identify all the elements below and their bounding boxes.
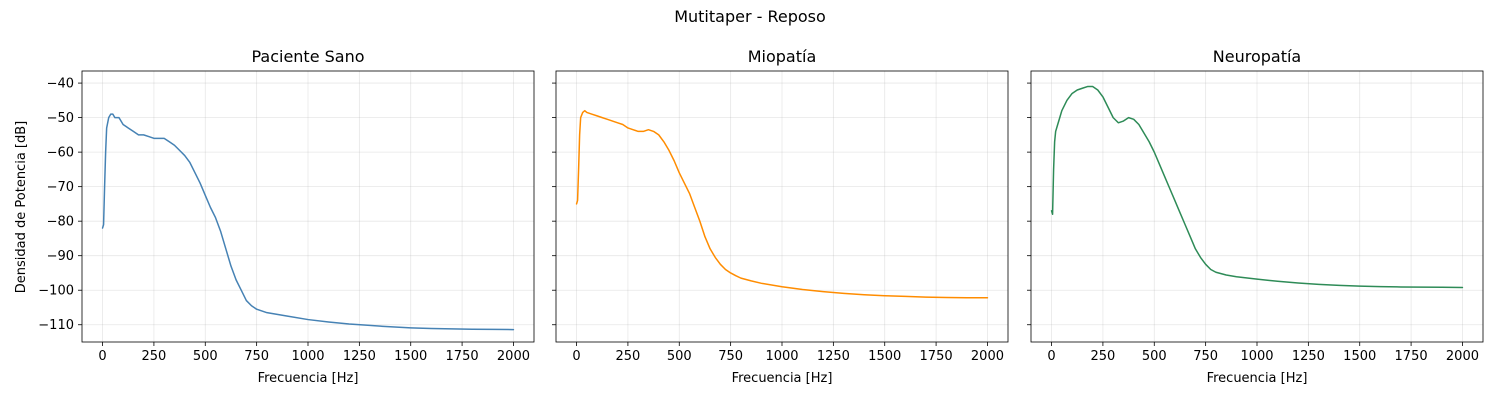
x-axis-label: Frecuencia [Hz] bbox=[258, 371, 359, 386]
x-tick-label: 2000 bbox=[971, 349, 1004, 364]
x-tick-label: 500 bbox=[193, 349, 218, 364]
y-tick-label: −40 bbox=[47, 77, 74, 92]
x-tick-label: 1500 bbox=[1343, 349, 1376, 364]
x-tick-label: 1250 bbox=[343, 349, 376, 364]
x-tick-label: 1500 bbox=[394, 349, 427, 364]
x-tick-label: 1750 bbox=[446, 349, 479, 364]
x-tick-label: 0 bbox=[1047, 349, 1055, 364]
y-tick-label: −70 bbox=[47, 180, 74, 195]
x-tick-label: 500 bbox=[1142, 349, 1167, 364]
series-line bbox=[575, 109, 989, 299]
panel-2: 0 250 500 750 1000 1250 1500 1750 2000 Miopatía Fr… bbox=[552, 47, 1009, 386]
x-tick-label: 750 bbox=[244, 349, 269, 364]
x-tick-label: 1500 bbox=[868, 349, 901, 364]
panel-title: Paciente Sano bbox=[251, 47, 364, 66]
x-tick-label: 0 bbox=[572, 349, 580, 364]
y-tick-label: −110 bbox=[38, 318, 74, 333]
y-axis-label: Densidad de Potencia [dB] bbox=[14, 121, 29, 293]
x-tick-label: 750 bbox=[1193, 349, 1218, 364]
y-tick-label: −60 bbox=[47, 146, 74, 161]
panel-title: Miopatía bbox=[748, 47, 817, 66]
x-tick-label: 250 bbox=[1090, 349, 1115, 364]
y-tick-label: −90 bbox=[47, 249, 74, 264]
x-tick-label: 1750 bbox=[1395, 349, 1428, 364]
panel-3: 0 250 500 750 1000 1250 1500 1750 2000 Neuropatía… bbox=[1027, 47, 1484, 386]
chart-panels: 0 250 500 750 1000 1250 1500 1750 2000 −110 −100 −9… bbox=[38, 47, 1484, 386]
x-tick-label: 2000 bbox=[497, 349, 530, 364]
x-tick-label: 1250 bbox=[817, 349, 850, 364]
x-tick-label: 1000 bbox=[1240, 349, 1273, 364]
x-tick-label: 1000 bbox=[291, 349, 324, 364]
series-line bbox=[1050, 85, 1464, 289]
x-tick-label: 250 bbox=[615, 349, 640, 364]
y-tick-label: −50 bbox=[47, 111, 74, 126]
x-axis-label: Frecuencia [Hz] bbox=[732, 371, 833, 386]
x-tick-label: 1250 bbox=[1292, 349, 1325, 364]
panel-1: 0 250 500 750 1000 1250 1500 1750 2000 −110 −100 −9… bbox=[38, 47, 535, 386]
x-tick-label: 1750 bbox=[920, 349, 953, 364]
figure-suptitle: Mutitaper - Reposo bbox=[674, 7, 826, 26]
x-tick-label: 1000 bbox=[765, 349, 798, 364]
x-tick-label: 2000 bbox=[1446, 349, 1479, 364]
x-axis-label: Frecuencia [Hz] bbox=[1207, 371, 1308, 386]
x-tick-label: 250 bbox=[141, 349, 166, 364]
panel-title: Neuropatía bbox=[1213, 47, 1301, 66]
y-tick-label: −80 bbox=[47, 215, 74, 230]
series-line bbox=[101, 113, 515, 331]
x-tick-label: 0 bbox=[98, 349, 106, 364]
x-tick-label: 750 bbox=[718, 349, 743, 364]
y-tick-label: −100 bbox=[38, 284, 74, 299]
x-tick-label: 500 bbox=[667, 349, 692, 364]
